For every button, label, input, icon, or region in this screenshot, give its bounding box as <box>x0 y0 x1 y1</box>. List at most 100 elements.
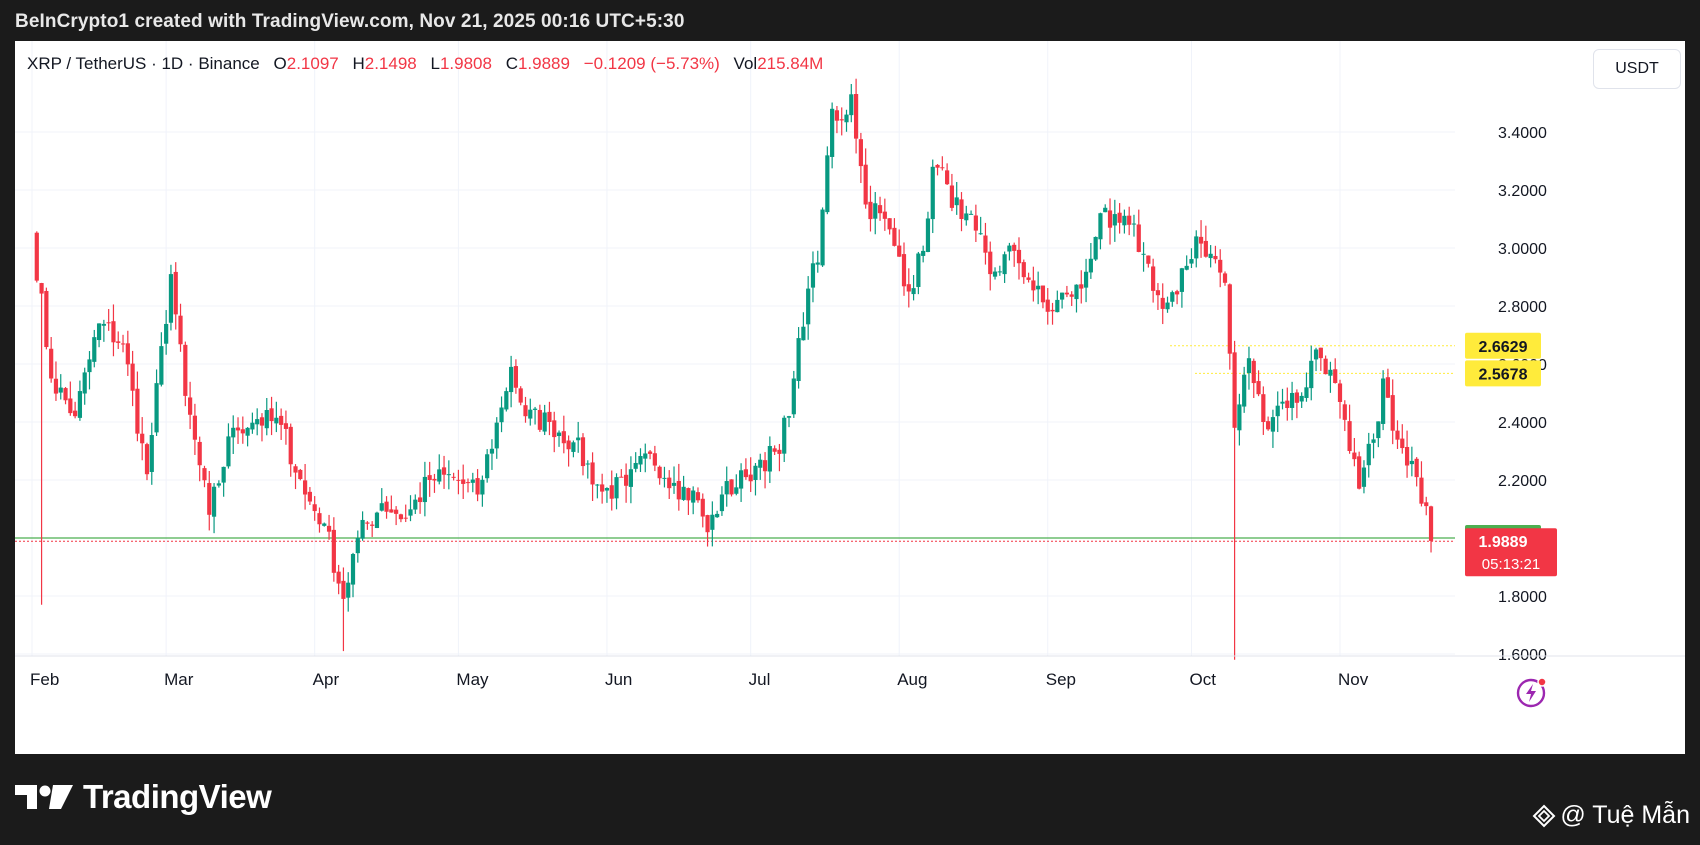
candle <box>1414 457 1419 487</box>
candle <box>96 323 102 348</box>
candle <box>1390 379 1395 445</box>
candle <box>149 422 154 485</box>
candle-body <box>73 410 78 417</box>
candle-body <box>1131 223 1137 225</box>
candle-body <box>116 341 121 343</box>
candle-body <box>370 524 375 526</box>
candle-body <box>561 431 566 444</box>
candle-body <box>499 407 504 423</box>
candle-body <box>120 343 126 345</box>
candle <box>738 463 744 502</box>
candle <box>73 401 78 419</box>
candle-body <box>743 469 748 478</box>
candle-body <box>758 459 763 468</box>
candle-body <box>331 529 336 573</box>
candle-body <box>801 326 806 341</box>
candle-body <box>1414 458 1419 478</box>
candle <box>1189 248 1194 269</box>
symbol-label[interactable]: XRP / TetherUS · 1D · Binance <box>27 54 260 73</box>
price-level-text: 2.6629 <box>1479 339 1528 356</box>
candle-body <box>1227 284 1232 354</box>
candle-body <box>734 487 739 494</box>
candle <box>892 218 897 247</box>
candle-body <box>901 254 907 287</box>
chart-caption: BeInCrypto1 created with TradingView.com… <box>15 11 685 32</box>
candle <box>34 231 39 283</box>
currency-unit-button[interactable]: USDT <box>1593 49 1681 89</box>
candle-body <box>825 155 830 213</box>
candle <box>39 282 44 605</box>
candle <box>480 475 485 507</box>
candle-body <box>154 383 159 433</box>
candle-body <box>317 513 322 525</box>
low-value: 1.9808 <box>439 54 492 73</box>
price-chart[interactable]: 3.40003.20003.00002.80002.60002.40002.20… <box>15 41 1685 754</box>
candle <box>130 350 135 407</box>
candle-body <box>475 478 480 495</box>
candle <box>58 374 63 400</box>
candle <box>1313 347 1319 372</box>
open-value: 2.1097 <box>286 54 339 73</box>
candle-body <box>202 468 207 481</box>
candle-body <box>609 485 614 499</box>
candle <box>197 436 202 482</box>
lightning-icon[interactable] <box>1515 675 1549 709</box>
candle <box>1381 370 1386 431</box>
candle <box>408 495 413 522</box>
candle-body <box>1419 477 1424 504</box>
chart-panel[interactable]: 3.40003.20003.00002.80002.60002.40002.20… <box>15 41 1685 754</box>
candle <box>216 480 221 488</box>
candle <box>806 276 811 340</box>
candle-body <box>786 416 792 418</box>
candle-body <box>1294 392 1299 403</box>
candle-body <box>135 388 140 434</box>
candle <box>1337 379 1343 419</box>
candle <box>125 330 130 376</box>
candle-body <box>1261 394 1266 422</box>
x-tick-label: Jun <box>605 670 632 689</box>
candle-body <box>762 460 768 472</box>
candle-body <box>1016 249 1022 264</box>
candle-body <box>1026 277 1031 280</box>
candle-body <box>1304 387 1309 398</box>
candle-body <box>374 512 380 529</box>
candle-body <box>1400 438 1405 449</box>
candle-body <box>39 283 44 294</box>
candle <box>264 397 269 436</box>
candle-body <box>384 501 389 512</box>
candle <box>307 487 312 505</box>
candle-body <box>1165 302 1170 310</box>
candle-body <box>705 515 710 533</box>
candle-body <box>1203 240 1208 257</box>
candle <box>1112 199 1117 242</box>
candle-body <box>1299 395 1304 402</box>
x-tick-label: Mar <box>164 670 194 689</box>
candle <box>571 440 576 458</box>
candle <box>221 466 226 497</box>
candle <box>274 401 279 433</box>
x-tick-label: Sep <box>1046 670 1076 689</box>
candle <box>561 415 566 454</box>
candle <box>1050 302 1055 325</box>
candle <box>168 264 174 331</box>
candle <box>441 455 447 489</box>
candle <box>250 412 255 434</box>
candle <box>1117 203 1122 234</box>
candle-body <box>1151 266 1156 291</box>
candle-body <box>1107 210 1113 228</box>
candle-body <box>916 253 921 287</box>
candle-body <box>312 504 317 512</box>
candle <box>413 494 418 514</box>
candle-body <box>882 211 887 219</box>
candle <box>844 109 849 132</box>
candle-body <box>456 479 461 481</box>
candle-body <box>49 348 54 379</box>
candle-body <box>250 422 255 430</box>
candle-body <box>815 262 820 265</box>
candle-body <box>465 482 471 484</box>
candle <box>485 449 490 483</box>
candle-body <box>269 408 274 422</box>
candle-body <box>633 462 638 469</box>
candle-body <box>935 164 940 168</box>
x-tick-label: Feb <box>30 670 59 689</box>
